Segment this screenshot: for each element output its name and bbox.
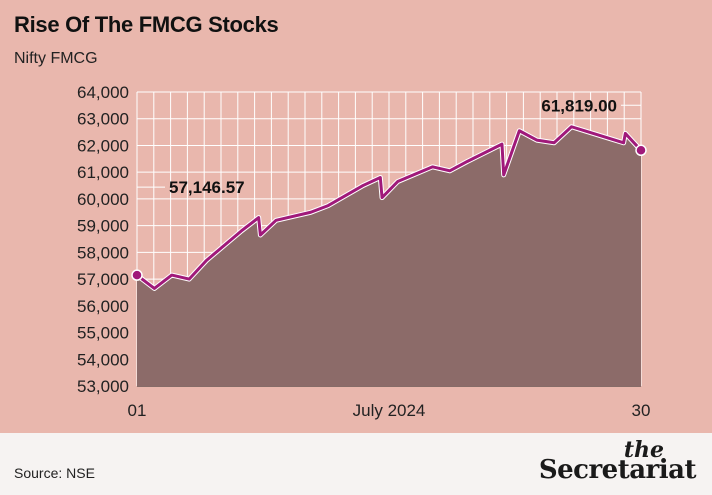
annotation-label-end: 61,819.00 [541,96,617,115]
footer: Source: NSE the Secretariat [0,433,712,495]
y-tick-label: 53,000 [77,377,129,396]
y-tick-label: 55,000 [77,324,129,343]
brand-logo-the: the [623,437,664,463]
y-tick-label: 54,000 [77,350,129,369]
y-tick-label: 58,000 [77,243,129,262]
source-note: Source: NSE [14,465,95,481]
chart-subtitle: Nifty FMCG [14,50,98,67]
x-axis: 01 July 2024 30 [128,401,651,420]
area-layer [134,124,644,386]
x-tick-label: 01 [128,401,147,420]
series-line [135,125,643,290]
x-tick-label: 30 [632,401,651,420]
y-axis: 53,000 54,000 55,000 56,000 57,000 58,000 59,0… [77,83,129,396]
annotation-leader-start [136,186,165,276]
y-tick-label: 57,000 [77,270,129,289]
y-tick-label: 56,000 [77,297,129,316]
y-tick-label: 63,000 [77,110,129,129]
annotation-label-start: 57,146.57 [169,178,245,197]
chart-title: Rise Of The FMCG Stocks [14,12,279,37]
y-tick-label: 62,000 [77,136,129,155]
y-tick-label: 64,000 [77,83,129,102]
y-tick-label: 60,000 [77,190,129,209]
y-tick-label: 59,000 [77,217,129,236]
annotation-marker-end [635,144,647,157]
annotation-leader-end [621,104,642,151]
x-tick-label: July 2024 [353,401,426,420]
brand-logo: Secretariat [538,455,697,485]
annotations: 57,146.57 61,819.00 [131,96,647,281]
area-chart: 53,000 54,000 55,000 56,000 57,000 58,000 59,0… [77,83,651,420]
y-tick-label: 61,000 [77,163,129,182]
annotation-marker-start [131,269,143,281]
area-fill [137,126,641,386]
